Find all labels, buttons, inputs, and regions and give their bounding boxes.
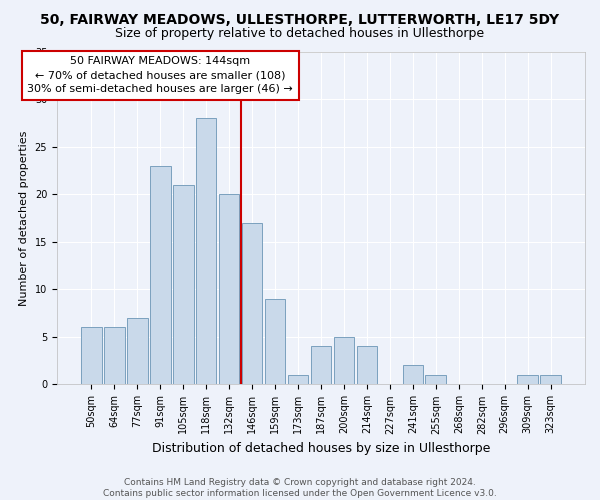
Bar (541, 375, 561, 384)
Bar (81, 328, 101, 384)
Bar (403, 366, 423, 384)
Bar (150, 166, 170, 384)
Text: 50 FAIRWAY MEADOWS: 144sqm
← 70% of detached houses are smaller (108)
30% of sem: 50 FAIRWAY MEADOWS: 144sqm ← 70% of deta… (28, 56, 293, 94)
Bar (356, 346, 377, 385)
Text: 50, FAIRWAY MEADOWS, ULLESTHORPE, LUTTERWORTH, LE17 5DY: 50, FAIRWAY MEADOWS, ULLESTHORPE, LUTTER… (40, 12, 560, 26)
Bar (425, 375, 446, 384)
Bar (196, 118, 217, 384)
Text: Size of property relative to detached houses in Ullesthorpe: Size of property relative to detached ho… (115, 28, 485, 40)
Text: Contains HM Land Registry data © Crown copyright and database right 2024.
Contai: Contains HM Land Registry data © Crown c… (103, 478, 497, 498)
Bar (173, 184, 194, 384)
Bar (517, 375, 538, 384)
Y-axis label: Number of detached properties: Number of detached properties (19, 130, 29, 306)
Bar (311, 346, 331, 385)
Bar (242, 222, 262, 384)
Bar (265, 299, 286, 384)
X-axis label: Distribution of detached houses by size in Ullesthorpe: Distribution of detached houses by size … (152, 442, 490, 455)
Bar (334, 337, 354, 384)
Bar (127, 318, 148, 384)
Bar (104, 328, 125, 384)
Bar (219, 194, 239, 384)
Bar (287, 375, 308, 384)
